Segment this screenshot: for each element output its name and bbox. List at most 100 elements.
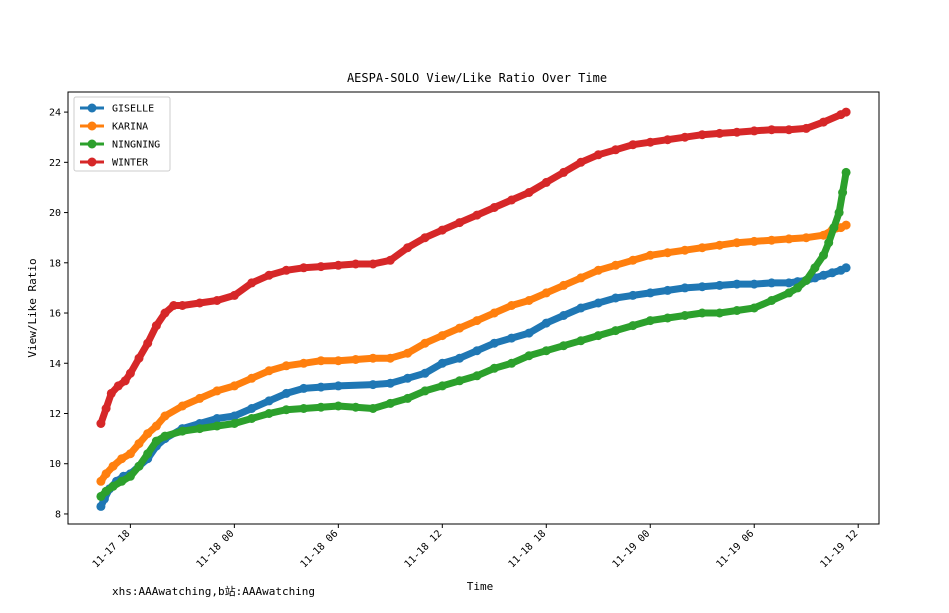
data-point (385, 255, 395, 265)
data-point (229, 290, 239, 300)
data-point (455, 353, 465, 363)
legend-label: GISELLE (112, 104, 154, 115)
data-point (784, 288, 794, 298)
x-tick-label: 11-19 12 (818, 528, 860, 570)
data-point (732, 279, 742, 289)
data-point (628, 140, 638, 150)
data-point (264, 366, 274, 376)
data-point (576, 303, 586, 313)
data-point (680, 283, 690, 293)
data-point (333, 356, 343, 366)
data-point (732, 127, 742, 137)
data-point (715, 240, 725, 250)
data-point (299, 263, 309, 273)
data-point (819, 250, 828, 260)
series-ningning (96, 167, 851, 501)
data-point (611, 293, 621, 303)
data-point (143, 449, 153, 459)
data-point (160, 308, 170, 318)
data-point (732, 238, 742, 248)
data-point (134, 461, 144, 471)
data-point (151, 321, 161, 331)
data-point (784, 278, 794, 288)
data-point (437, 331, 447, 341)
data-point (834, 208, 844, 218)
data-point (368, 380, 378, 390)
data-point (680, 311, 690, 320)
data-point (96, 501, 106, 511)
data-point (824, 238, 834, 248)
data-point (247, 373, 257, 383)
series-line (97, 168, 850, 500)
data-point (212, 414, 222, 423)
legend-marker (87, 157, 97, 167)
data-point (749, 236, 759, 246)
data-point (576, 336, 586, 346)
legend-item: NINGNING (80, 139, 160, 151)
data-point (101, 486, 111, 496)
data-point (195, 424, 205, 434)
data-point (715, 308, 725, 318)
y-tick-label: 10 (49, 459, 61, 470)
data-point (524, 351, 534, 361)
data-point (351, 355, 361, 364)
data-point (368, 353, 378, 363)
data-point (472, 371, 482, 381)
data-point (420, 368, 430, 378)
data-point (247, 414, 257, 423)
data-point (403, 348, 413, 358)
data-point (628, 255, 638, 265)
data-point (593, 298, 603, 308)
data-point (437, 358, 447, 368)
data-point (120, 376, 130, 386)
data-point (489, 203, 499, 212)
data-point (801, 233, 811, 243)
x-tick-label: 11-18 12 (403, 528, 445, 570)
data-point (437, 381, 447, 391)
data-point (819, 230, 828, 240)
x-tick-label: 11-19 06 (715, 528, 757, 570)
data-point (299, 358, 309, 368)
data-point (819, 270, 828, 280)
data-point (125, 368, 135, 378)
data-point (489, 308, 499, 318)
data-point (645, 316, 655, 326)
data-point (169, 301, 179, 310)
data-point (96, 419, 106, 428)
data-point (541, 288, 551, 298)
data-point (212, 386, 222, 396)
chart-title: AESPA-SOLO View/Like Ratio Over Time (347, 71, 607, 85)
data-point (784, 234, 794, 244)
data-point (455, 218, 465, 228)
data-point (576, 273, 586, 283)
data-point (264, 396, 274, 406)
data-point (841, 263, 851, 273)
y-tick-label: 16 (49, 309, 61, 320)
data-point (281, 405, 291, 415)
x-tick-label: 11-18 18 (507, 528, 549, 570)
data-point (810, 263, 820, 273)
data-point (829, 223, 839, 233)
series-winter (96, 107, 851, 428)
data-point (117, 476, 127, 486)
data-point (472, 210, 482, 220)
legend-marker (87, 121, 97, 131)
data-point (767, 125, 777, 135)
data-point (767, 296, 777, 305)
data-point (101, 469, 111, 479)
y-axis: 8 10 12 14 16 18 20 22 24 (49, 108, 68, 520)
data-point (420, 386, 430, 396)
legend-label: KARINA (112, 122, 148, 133)
legend-item: KARINA (80, 121, 148, 133)
data-point (195, 393, 205, 403)
x-tick-label: 11-18 00 (195, 528, 237, 570)
y-tick-label: 20 (49, 208, 61, 219)
data-point (663, 313, 673, 323)
data-point (403, 373, 413, 383)
data-point (541, 318, 551, 328)
data-point (489, 338, 499, 348)
data-point (212, 421, 222, 431)
data-point (680, 132, 690, 142)
data-point (96, 476, 106, 486)
data-point (784, 125, 794, 135)
